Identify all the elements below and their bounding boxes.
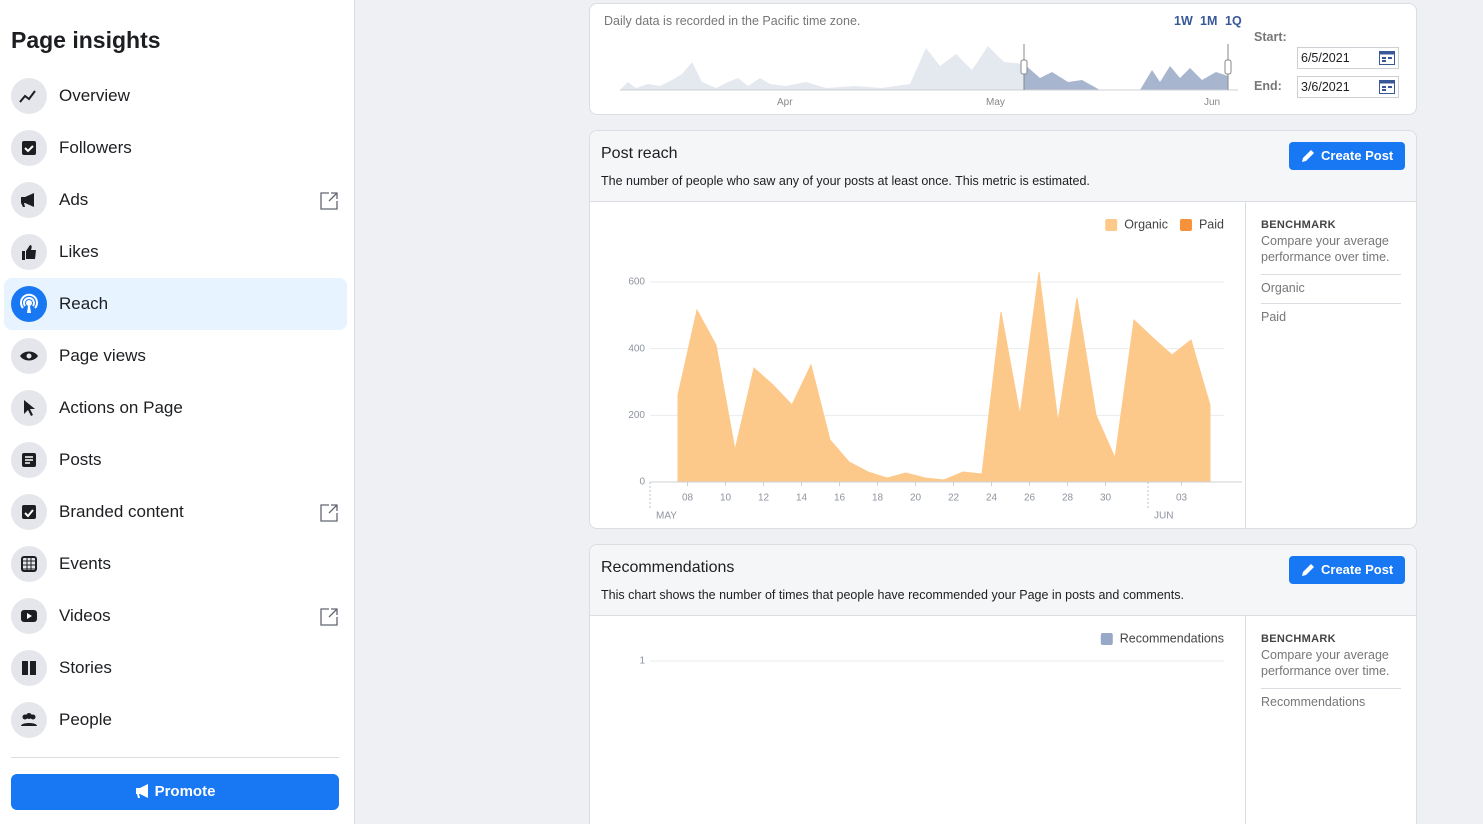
nav-icon [11, 338, 47, 374]
create-post-button[interactable]: Create Post [1289, 556, 1405, 584]
nav-icon [11, 546, 47, 582]
card-header: Post reach The number of people who saw a… [590, 131, 1416, 202]
sidebar-title: Page insights [11, 27, 161, 53]
nav-icon [11, 702, 47, 738]
nav-item[interactable]: Events [4, 538, 347, 590]
preset[interactable]: 1W [1174, 14, 1193, 28]
post-reach-card: Post reach The number of people who saw a… [589, 130, 1417, 529]
external-link-icon [319, 191, 339, 216]
benchmark-panel: BENCHMARK Compare your average performanc… [1245, 616, 1416, 824]
preset[interactable]: 1Q [1225, 14, 1242, 28]
benchmark-panel: BENCHMARK Compare your average performanc… [1245, 202, 1416, 528]
card-header: Recommendations This chart shows the numb… [590, 545, 1416, 616]
sidebar: Page insights Overview Followers Ads Likes R… [0, 0, 355, 824]
separator [11, 757, 339, 758]
benchmark-heading: BENCHMARK [1261, 219, 1336, 231]
start-date: 6/5/2021 [1301, 51, 1350, 65]
nav-label: Events [59, 554, 111, 573]
nav-label: People [59, 710, 112, 729]
nav-label: Posts [59, 450, 102, 469]
recommendations-card: Recommendations This chart shows the numb… [589, 544, 1417, 824]
end-date: 3/6/2021 [1301, 80, 1350, 94]
nav-label: Stories [59, 658, 112, 677]
nav-icon [11, 650, 47, 686]
month-label: Apr [777, 97, 793, 108]
external-link-icon [319, 607, 339, 632]
nav-item[interactable]: Ads [4, 174, 347, 226]
nav-icon [11, 130, 47, 166]
timezone-note: Daily data is recorded in the Pacific ti… [604, 14, 861, 28]
nav-item[interactable]: Followers [4, 122, 347, 174]
benchmark-item: Organic [1261, 274, 1401, 295]
nav-icon [11, 182, 47, 218]
nav-icon [11, 78, 47, 114]
nav-label: Likes [59, 242, 99, 261]
nav-item[interactable]: Reach [4, 278, 347, 330]
nav-item[interactable]: Stories [4, 642, 347, 694]
nav-label: Followers [59, 138, 132, 157]
nav-item[interactable]: Overview [4, 70, 347, 122]
nav-label: Actions on Page [59, 398, 183, 417]
card-title: Post reach [601, 145, 678, 162]
month-label: Jun [1204, 97, 1221, 108]
nav-icon [11, 598, 47, 634]
start-label: Start: [1254, 30, 1287, 44]
external-link-icon [319, 503, 339, 528]
nav-item[interactable]: Posts [4, 434, 347, 486]
nav-item[interactable]: Page views [4, 330, 347, 382]
date-range-card: Daily data is recorded in the Pacific ti… [589, 3, 1417, 115]
end-label: End: [1254, 79, 1282, 93]
benchmark-text: Compare your average performance over ti… [1261, 648, 1390, 678]
preset[interactable]: 1M [1200, 14, 1218, 28]
create-post-button[interactable]: Create Post [1289, 142, 1405, 170]
benchmark-text: Compare your average performance over ti… [1261, 234, 1390, 264]
nav-item[interactable]: Actions on Page [4, 382, 347, 434]
benchmark-item: Paid [1261, 303, 1401, 324]
nav-label: Overview [59, 86, 130, 105]
nav-label: Branded content [59, 502, 184, 521]
nav-icon [11, 494, 47, 530]
nav-item[interactable]: Branded content [4, 486, 347, 538]
nav-item[interactable]: Likes [4, 226, 347, 278]
end-input[interactable]: 3/6/2021 [1297, 76, 1399, 98]
nav-label: Videos [59, 606, 111, 625]
card-description: The number of people who saw any of your… [601, 174, 1090, 188]
month-label: May [986, 97, 1005, 108]
nav-item[interactable]: People [4, 694, 347, 746]
benchmark-item: Recommendations [1261, 688, 1401, 709]
card-description: This chart shows the number of times tha… [601, 588, 1184, 602]
range-overview [620, 44, 1238, 91]
card-title: Recommendations [601, 559, 735, 576]
nav-icon [11, 286, 47, 322]
promote-button[interactable]: Promote [11, 774, 339, 810]
nav-icon [11, 234, 47, 270]
nav-icon [11, 442, 47, 478]
promote-label: Promote [154, 783, 216, 800]
nav-label: Ads [59, 190, 89, 209]
nav-label: Reach [59, 294, 109, 313]
benchmark-heading: BENCHMARK [1261, 633, 1336, 645]
nav-label: Page views [59, 346, 146, 365]
start-input[interactable]: 6/5/2021 [1297, 47, 1399, 69]
nav-item[interactable]: Videos [4, 590, 347, 642]
nav-icon [11, 390, 47, 426]
